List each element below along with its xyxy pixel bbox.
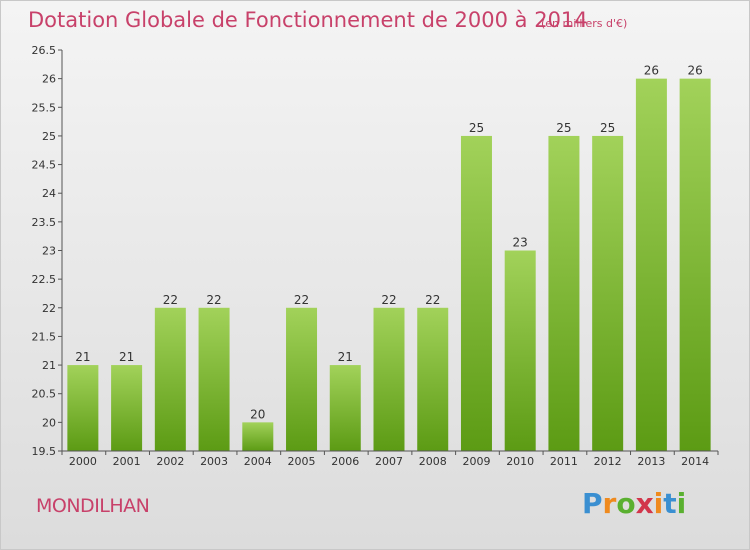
bar-2006 [329, 365, 361, 451]
x-tick-label-2009: 2009 [462, 455, 490, 468]
bar-2007 [373, 307, 405, 451]
y-tick-label: 21 [42, 359, 56, 372]
bar-2011 [548, 135, 580, 451]
logo-letter: t [663, 487, 677, 520]
x-tick-label-2012: 2012 [594, 455, 622, 468]
data-label-2008: 22 [425, 293, 440, 307]
x-tick-label-2002: 2002 [156, 455, 184, 468]
y-tick-label: 24 [42, 187, 56, 200]
y-tick-label: 21.5 [32, 330, 57, 343]
y-tick-label: 24.5 [32, 159, 57, 172]
bar-2013 [635, 78, 667, 452]
data-label-2009: 25 [469, 121, 484, 135]
logo-letter: r [602, 487, 617, 520]
y-tick-label: 20.5 [32, 388, 57, 401]
bar-2000 [67, 365, 99, 451]
bar-2003 [198, 307, 230, 451]
y-tick-label: 26 [42, 73, 56, 86]
x-tick-label-2014: 2014 [681, 455, 709, 468]
data-label-2002: 22 [163, 293, 178, 307]
commune-name: MONDILHAN [36, 495, 150, 517]
x-tick-label-2010: 2010 [506, 455, 534, 468]
y-tick-label: 22 [42, 302, 56, 315]
x-tick-label-2006: 2006 [331, 455, 359, 468]
data-label-2000: 21 [75, 350, 90, 364]
bar-2014 [679, 78, 711, 452]
logo-letter: i [653, 487, 664, 520]
data-label-2012: 25 [600, 121, 615, 135]
axes-group: 19.5 20 20.5 21 21.5 22 22.5 23 23.5 24 24.5 25 25.5… [32, 44, 719, 468]
bar-2001 [111, 365, 143, 451]
y-tick-label: 25.5 [32, 101, 57, 114]
logo-letter: i [676, 487, 687, 520]
x-tick-label-2007: 2007 [375, 455, 403, 468]
y-tick-label: 20 [42, 416, 56, 429]
logo-letter: o [616, 487, 636, 520]
bar-2009 [460, 135, 492, 451]
bar-2008 [417, 307, 449, 451]
y-tick-label: 23.5 [32, 216, 57, 229]
y-tick-label: 25 [42, 130, 56, 143]
unit-note: (en milliers d'€) [541, 17, 628, 30]
x-tick-label-2011: 2011 [550, 455, 578, 468]
data-label-2010: 23 [513, 236, 528, 250]
x-tick-label-2013: 2013 [637, 455, 665, 468]
logo-letter: P [582, 487, 603, 520]
data-label-2006: 21 [338, 350, 353, 364]
data-label-2014: 26 [687, 64, 702, 78]
data-label-2004: 20 [250, 407, 265, 421]
logo-letter: x [635, 487, 654, 520]
proxiti-logo: Proxiti [582, 487, 686, 520]
bar-2010 [504, 250, 536, 451]
y-tick-label: 22.5 [32, 273, 57, 286]
data-label-2007: 22 [381, 293, 396, 307]
data-label-2013: 26 [644, 64, 659, 78]
bar-2012 [592, 135, 624, 451]
data-label-2005: 22 [294, 293, 309, 307]
x-tick-label-2000: 2000 [69, 455, 97, 468]
y-tick-label: 19.5 [32, 445, 57, 458]
data-label-2011: 25 [556, 121, 571, 135]
x-tick-label-2008: 2008 [419, 455, 447, 468]
x-tick-label-2004: 2004 [244, 455, 272, 468]
bar-2005 [286, 307, 318, 451]
data-label-2001: 21 [119, 350, 134, 364]
x-tick-label-2001: 2001 [113, 455, 141, 468]
y-tick-label: 26.5 [32, 44, 57, 57]
chart-title: Dotation Globale de Fonctionnement de 20… [28, 8, 588, 32]
x-tick-label-2005: 2005 [288, 455, 316, 468]
x-tick-label-2003: 2003 [200, 455, 228, 468]
bar-2004 [242, 422, 274, 451]
y-tick-label: 23 [42, 245, 56, 258]
bars-group: 21 21 22 22 20 22 21 22 22 25 23 25 25 26 26 [67, 64, 711, 452]
bar-2002 [154, 307, 186, 451]
data-label-2003: 22 [206, 293, 221, 307]
